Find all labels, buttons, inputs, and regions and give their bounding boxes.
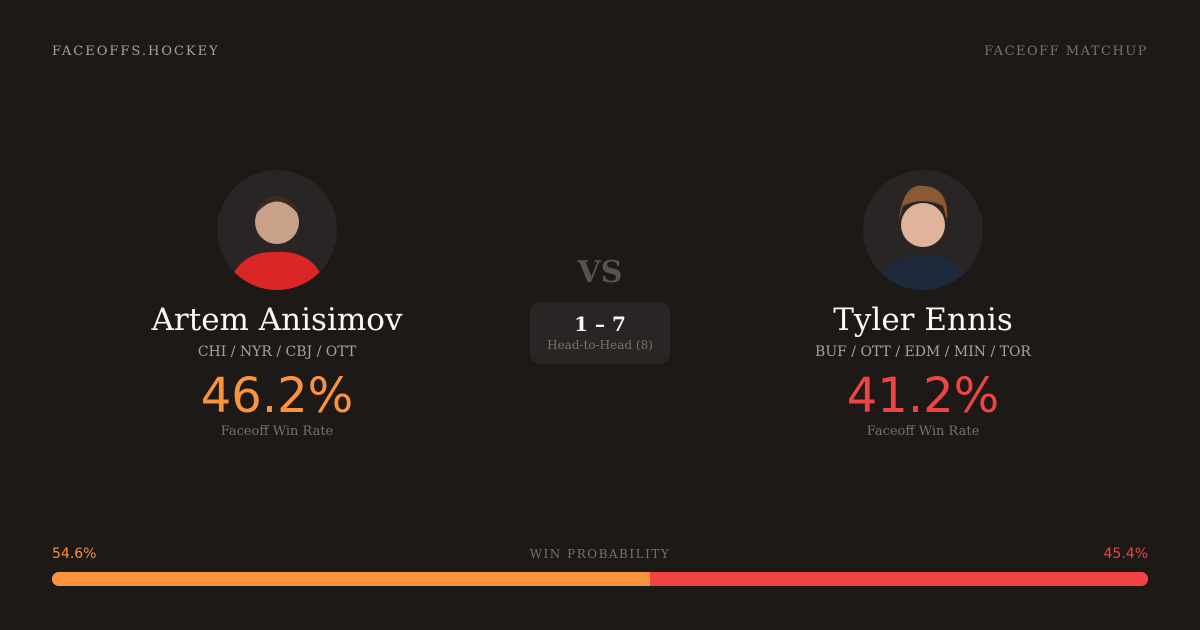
win-probability-bar — [52, 572, 1148, 586]
player1-name: Artem Anisimov — [151, 302, 403, 338]
site-brand: FACEOFFS.HOCKEY — [52, 44, 220, 59]
page-tag: FACEOFF MATCHUP — [984, 44, 1148, 59]
player1-rate: 46.2% — [200, 368, 354, 424]
player2-teams: BUF / OTT / EDM / MIN / TOR — [815, 344, 1031, 360]
player2-rate-label: Faceoff Win Rate — [866, 424, 980, 439]
player2-card: Tyler Ennis BUF / OTT / EDM / MIN / TOR … — [763, 170, 1083, 439]
player2-prob-fill — [650, 572, 1148, 586]
player1-win-prob: 54.6% — [52, 546, 97, 562]
player1-teams: CHI / NYR / CBJ / OTT — [197, 344, 357, 360]
player2-rate: 41.2% — [846, 368, 1000, 424]
h2h-label: Head-to-Head (8) — [547, 338, 653, 352]
player1-avatar — [217, 170, 337, 290]
player2-avatar — [863, 170, 983, 290]
head-to-head-box: 1 – 7 Head-to-Head (8) — [530, 302, 670, 364]
win-probability-label: WIN PROBABILITY — [529, 547, 671, 561]
h2h-score: 1 – 7 — [574, 312, 626, 336]
player2-win-prob: 45.4% — [1103, 546, 1148, 562]
vs-label: VS — [577, 255, 623, 290]
player1-prob-fill — [52, 572, 651, 586]
player2-name: Tyler Ennis — [833, 302, 1013, 338]
player1-card: Artem Anisimov CHI / NYR / CBJ / OTT 46.… — [117, 170, 437, 439]
player1-rate-label: Faceoff Win Rate — [220, 424, 334, 439]
